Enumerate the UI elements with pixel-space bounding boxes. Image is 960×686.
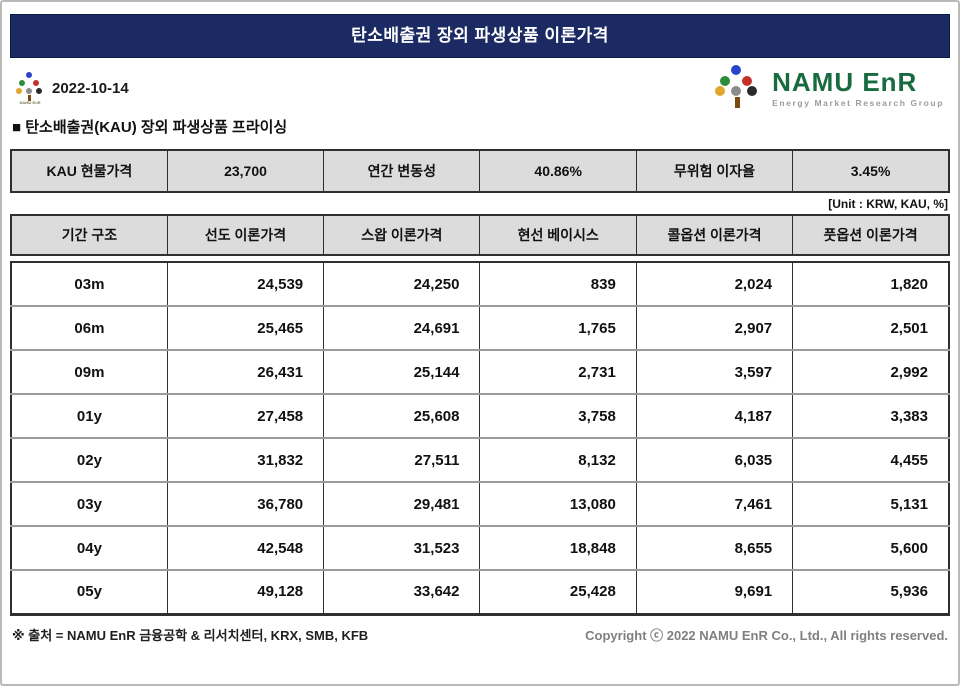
source-note: ※ 출처 = NAMU EnR 금융공학 & 리서치센터, KRX, SMB, … [12,627,369,643]
table-row: 03y 36,780 29,481 13,080 7,461 5,131 [11,481,949,526]
value-cell: 8,655 [635,525,793,570]
value-cell: 26,431 [166,349,324,394]
value-cell: 8,132 [479,437,637,482]
pricing-table-header: 기간 구조 선도 이론가격 스왑 이론가격 현선 베이시스 콜옵션 이론가격 풋… [10,214,950,256]
tenor-cell: 05y [11,569,168,614]
namu-enr-logo: NAMU EnR Energy Market Research Group [714,65,944,111]
table-row: 04y 42,548 31,523 18,848 8,655 5,600 [11,525,949,570]
report-date: 2022-10-14 [52,79,129,97]
value-cell: 25,465 [166,305,324,350]
value-cell: 31,523 [323,525,480,570]
column-header: 풋옵션 이론가격 [792,214,950,256]
unit-note: [Unit : KRW, KAU, %] [828,197,948,211]
value-cell: 29,481 [323,481,480,526]
value-cell: 18,848 [479,525,637,570]
value-cell: 9,691 [635,569,793,614]
value-cell: 3,383 [792,393,949,438]
value-cell: 2,992 [792,349,949,394]
table-row: 01y 27,458 25,608 3,758 4,187 3,383 [11,393,949,438]
table-row: 02y 31,832 27,511 8,132 6,035 4,455 [11,437,949,482]
column-header: 기간 구조 [10,214,168,256]
page-title: 탄소배출권 장외 파생상품 이론가격 [10,14,950,58]
value-cell: 25,428 [479,569,637,614]
value-cell: 33,642 [323,569,480,614]
value-cell: 5,936 [792,569,949,614]
param-label: 무위험 이자율 [635,149,794,193]
column-header: 선도 이론가격 [166,214,325,256]
table-row: 03m 24,539 24,250 839 2,024 1,820 [11,262,949,306]
param-value: 23,700 [166,149,325,193]
brand-subtitle: Energy Market Research Group [772,97,944,108]
date-row: NAMU EnR 2022-10-14 NAMU EnR Energy Mark… [10,64,950,112]
value-cell: 3,758 [479,393,637,438]
value-cell: 7,461 [635,481,793,526]
tenor-cell: 01y [11,393,168,438]
value-cell: 4,187 [635,393,793,438]
value-cell: 27,458 [166,393,324,438]
value-cell: 24,539 [166,262,324,306]
table-row: 06m 25,465 24,691 1,765 2,907 2,501 [11,305,949,350]
tenor-cell: 03y [11,481,168,526]
value-cell: 25,144 [323,349,480,394]
table-row: 09m 26,431 25,144 2,731 3,597 2,992 [11,349,949,394]
mini-logo-caption: NAMU EnR [19,100,41,105]
value-cell: 839 [479,262,637,306]
value-cell: 2,501 [792,305,949,350]
value-cell: 3,597 [635,349,793,394]
table-row: 05y 49,128 33,642 25,428 9,691 5,936 [11,569,949,614]
pricing-table-body: 03m 24,539 24,250 839 2,024 1,820 06m 25… [10,261,950,616]
tenor-cell: 09m [11,349,168,394]
value-cell: 13,080 [479,481,637,526]
column-header: 스왑 이론가격 [323,214,481,256]
value-cell: 4,455 [792,437,949,482]
value-cell: 27,511 [323,437,480,482]
value-cell: 49,128 [166,569,324,614]
pricing-table-body-wrap: 03m 24,539 24,250 839 2,024 1,820 06m 25… [10,261,950,616]
tenor-cell: 02y [11,437,168,482]
param-value: 40.86% [479,149,637,193]
tenor-cell: 03m [11,262,168,306]
value-cell: 1,820 [792,262,949,306]
value-cell: 1,765 [479,305,637,350]
tenor-cell: 06m [11,305,168,350]
value-cell: 6,035 [635,437,793,482]
value-cell: 25,608 [323,393,480,438]
value-cell: 2,731 [479,349,637,394]
value-cell: 36,780 [166,481,324,526]
param-label: 연간 변동성 [323,149,481,193]
param-value: 3.45% [792,149,950,193]
column-header: 콜옵션 이론가격 [635,214,794,256]
value-cell: 2,907 [635,305,793,350]
value-cell: 2,024 [635,262,793,306]
value-cell: 31,832 [166,437,324,482]
value-cell: 42,548 [166,525,324,570]
brand-text: NAMU EnR Energy Market Research Group [772,69,944,108]
value-cell: 24,250 [323,262,480,306]
copyright-note: Copyright ⓒ 2022 NAMU EnR Co., Ltd., All… [585,627,948,643]
column-header: 현선 베이시스 [479,214,637,256]
footer: ※ 출처 = NAMU EnR 금융공학 & 리서치센터, KRX, SMB, … [10,625,950,644]
tenor-cell: 04y [11,525,168,570]
parameter-table: KAU 현물가격 23,700 연간 변동성 40.86% 무위험 이자율 3.… [10,149,950,193]
date-block: NAMU EnR 2022-10-14 [16,71,129,105]
param-label: KAU 현물가격 [10,149,168,193]
brand-name: NAMU EnR [772,66,918,97]
value-cell: 5,600 [792,525,949,570]
namu-tree-icon [714,65,762,111]
namu-mini-logo-icon: NAMU EnR [16,71,42,105]
value-cell: 5,131 [792,481,949,526]
value-cell: 24,691 [323,305,480,350]
section-title: ■ 탄소배출권(KAU) 장외 파생상품 프라이싱 [12,119,288,136]
